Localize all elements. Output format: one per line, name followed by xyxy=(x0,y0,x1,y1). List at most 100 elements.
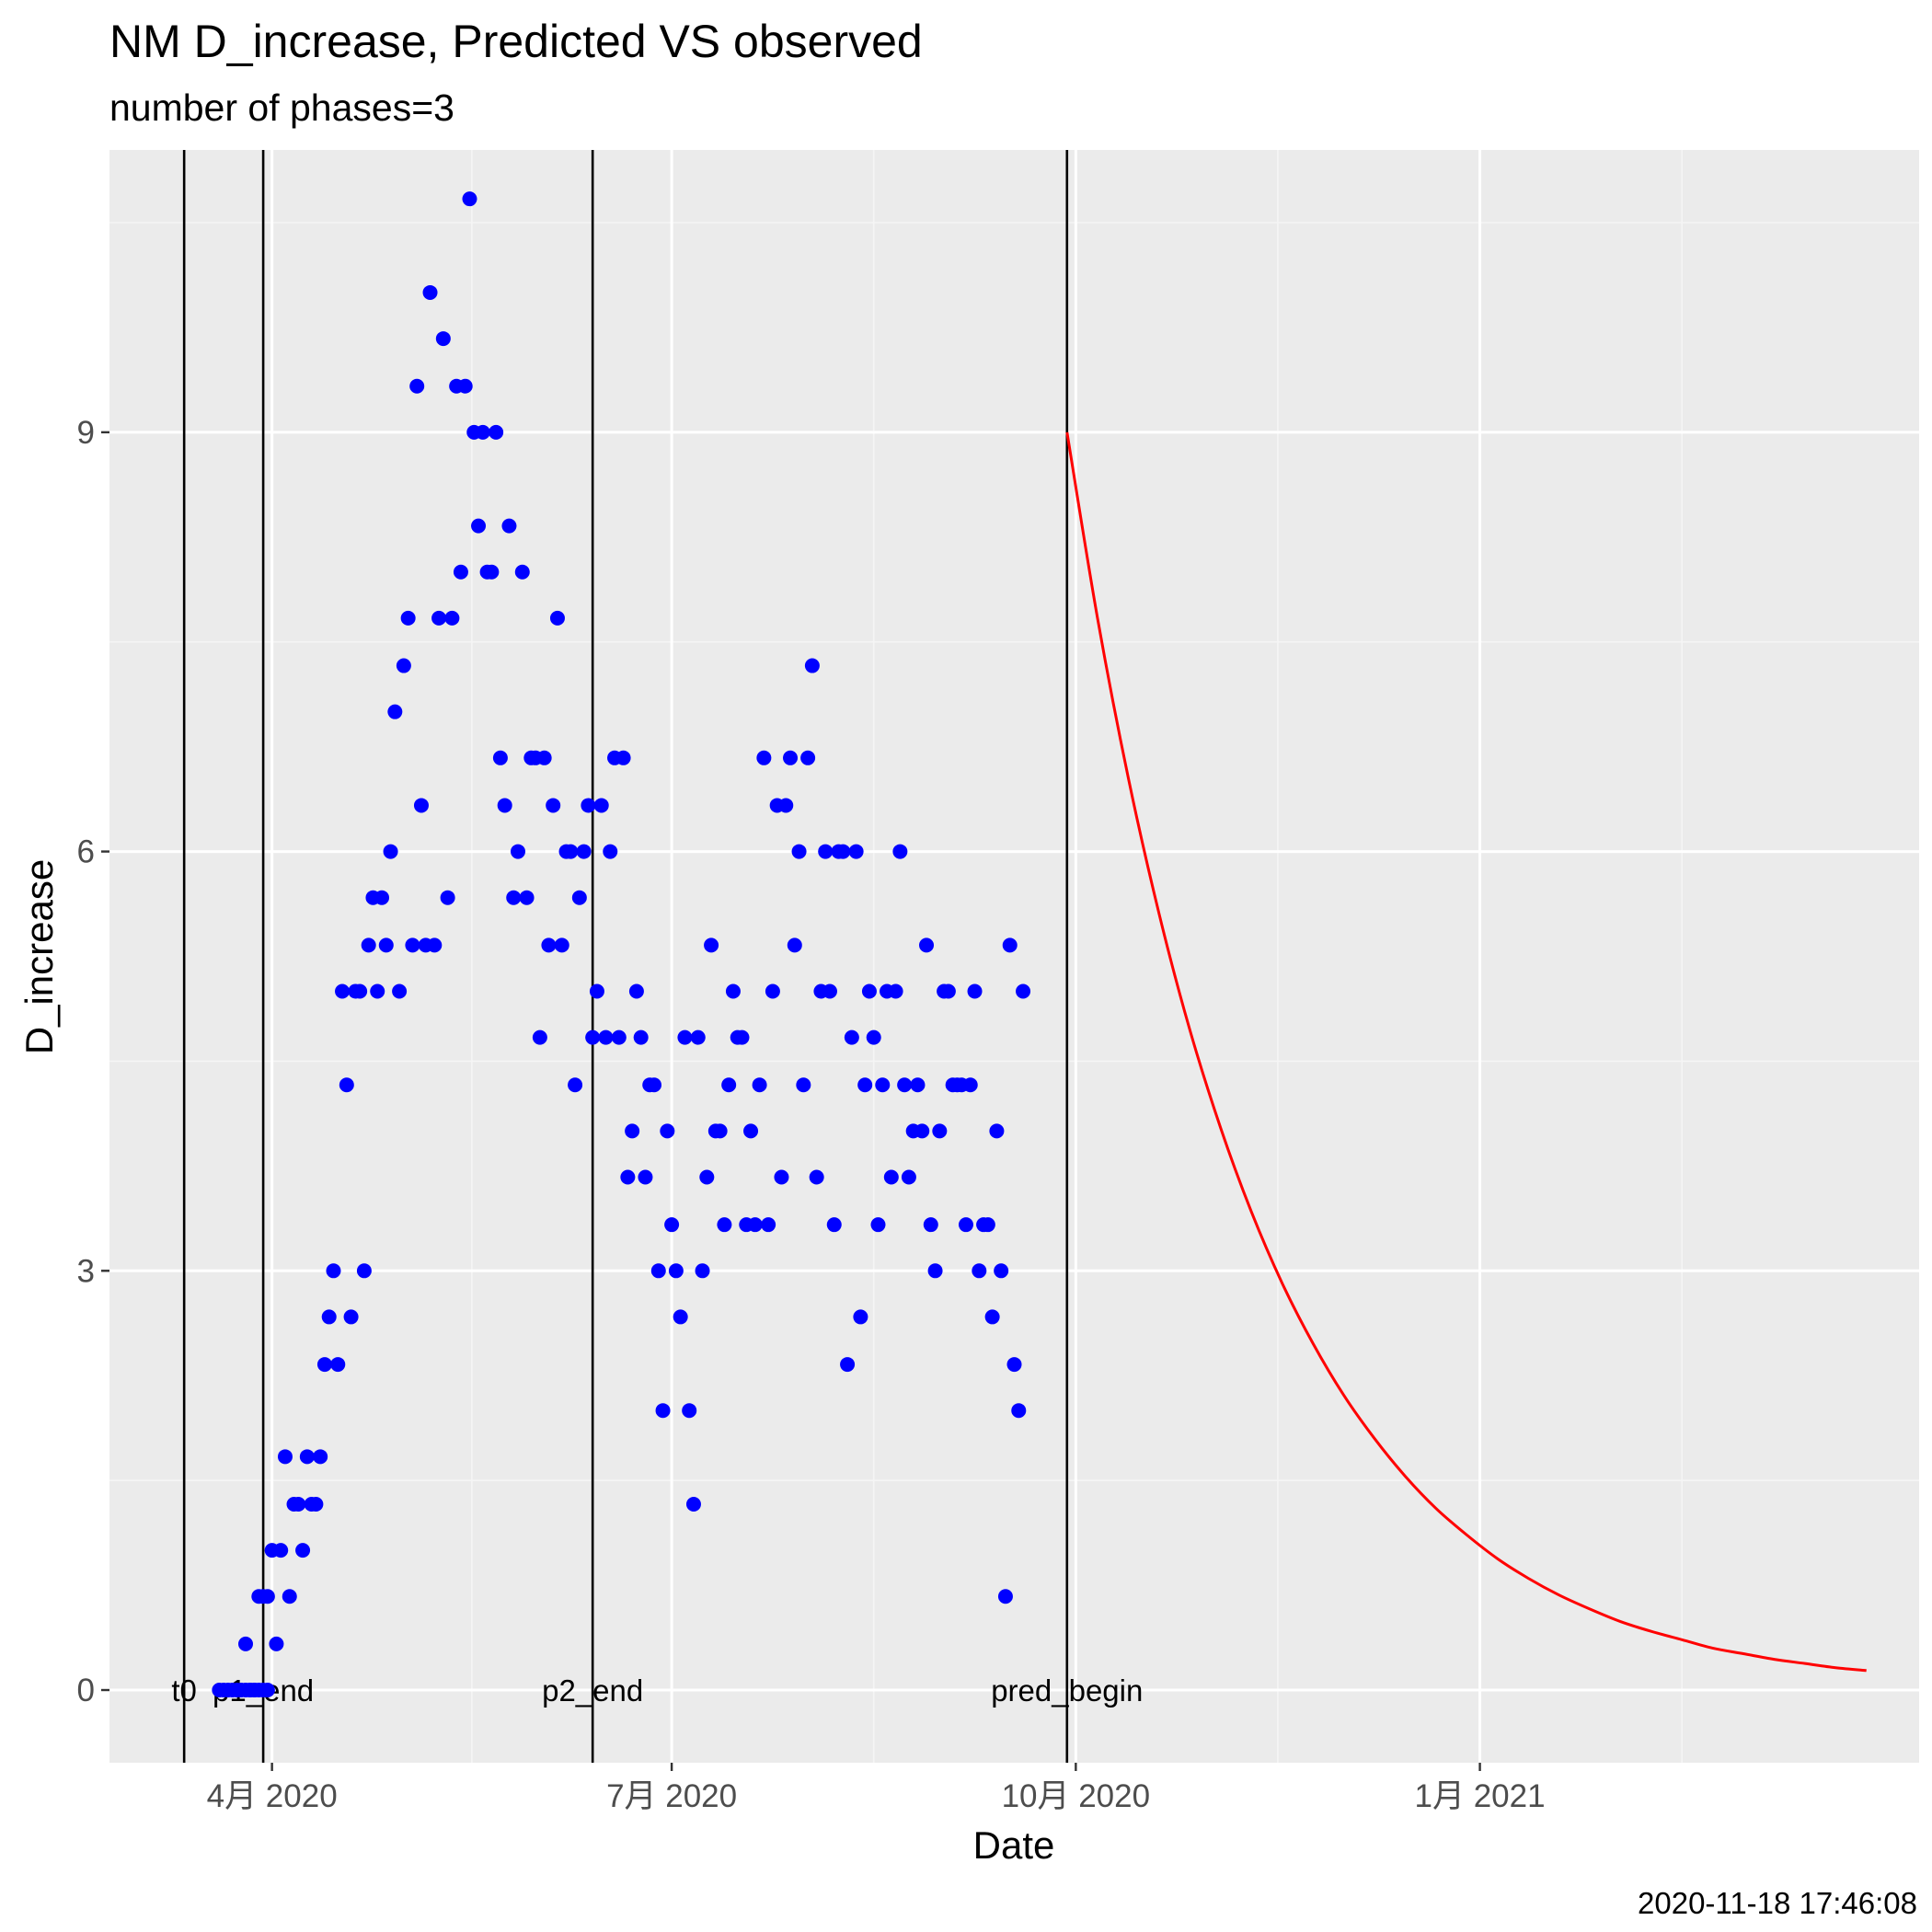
data-point xyxy=(413,798,429,813)
data-point xyxy=(598,1029,614,1045)
data-point xyxy=(783,750,799,765)
data-point xyxy=(339,1077,354,1093)
data-point xyxy=(818,844,834,859)
data-point xyxy=(514,564,530,580)
x-tick-label: 4月 2020 xyxy=(207,1778,338,1814)
data-point xyxy=(682,1403,697,1419)
data-point xyxy=(870,1217,886,1233)
x-axis-title: Date xyxy=(973,1823,1055,1867)
data-point xyxy=(308,1496,324,1512)
data-point xyxy=(536,750,552,765)
vline-label-pred_begin: pred_begin xyxy=(991,1673,1143,1708)
data-point xyxy=(444,610,460,626)
data-point xyxy=(593,798,609,813)
y-tick-label: 6 xyxy=(77,834,95,870)
data-point xyxy=(809,1169,824,1185)
data-point xyxy=(695,1263,710,1279)
data-point xyxy=(462,191,477,207)
data-point xyxy=(997,1589,1013,1604)
prediction-line xyxy=(1065,431,1867,1673)
data-point xyxy=(259,1683,275,1698)
data-point xyxy=(291,1496,306,1512)
data-point xyxy=(435,331,451,347)
data-point xyxy=(282,1589,297,1604)
data-point xyxy=(919,937,935,953)
data-point xyxy=(568,1077,583,1093)
data-point xyxy=(427,937,443,953)
data-point xyxy=(611,1029,627,1045)
data-point xyxy=(396,658,411,673)
data-point xyxy=(984,1309,1000,1325)
data-point xyxy=(501,518,517,534)
data-point xyxy=(787,937,802,953)
data-point xyxy=(853,1309,868,1325)
data-point xyxy=(422,284,438,300)
data-point xyxy=(923,1217,938,1233)
data-point xyxy=(717,1217,732,1233)
data-point xyxy=(910,1077,926,1093)
data-point xyxy=(361,937,376,953)
data-point xyxy=(638,1169,653,1185)
data-point xyxy=(576,844,592,859)
data-point xyxy=(471,518,487,534)
data-point xyxy=(378,937,394,953)
data-point xyxy=(497,798,512,813)
data-point xyxy=(875,1077,891,1093)
y-axis: 0 3 6 9 xyxy=(77,415,109,1708)
caption: 2020-11-18 17:46:08 xyxy=(1638,1886,1917,1920)
x-tick-label: 7月 2020 xyxy=(606,1778,737,1814)
data-point xyxy=(883,1169,899,1185)
data-point xyxy=(958,1217,973,1233)
data-point xyxy=(840,1357,856,1373)
data-point xyxy=(826,1217,842,1233)
data-point xyxy=(927,1263,943,1279)
grid-minor xyxy=(109,150,1919,1763)
data-point xyxy=(668,1263,684,1279)
observed-points-layer xyxy=(212,191,1031,1698)
data-point xyxy=(747,1217,763,1233)
data-point xyxy=(603,844,618,859)
data-point xyxy=(299,1449,315,1465)
data-point xyxy=(383,844,398,859)
data-point xyxy=(343,1309,359,1325)
data-point xyxy=(316,1357,332,1373)
data-point xyxy=(409,378,425,394)
data-point xyxy=(511,844,526,859)
data-point xyxy=(901,1169,916,1185)
data-point xyxy=(822,983,837,999)
data-point xyxy=(295,1543,311,1558)
data-point xyxy=(673,1309,688,1325)
data-point xyxy=(962,1077,978,1093)
data-point xyxy=(1002,937,1018,953)
data-point xyxy=(431,610,447,626)
data-point xyxy=(546,798,561,813)
data-point xyxy=(1016,983,1031,999)
data-point xyxy=(712,1123,728,1139)
data-point xyxy=(967,983,983,999)
data-point xyxy=(475,424,490,440)
data-point xyxy=(866,1029,881,1045)
data-point xyxy=(861,983,877,999)
data-point xyxy=(721,1077,737,1093)
data-point xyxy=(774,1169,789,1185)
data-point xyxy=(571,890,587,905)
data-point xyxy=(541,937,557,953)
data-point xyxy=(796,1077,811,1093)
data-point xyxy=(489,424,504,440)
data-point xyxy=(269,1636,284,1651)
data-point xyxy=(374,890,390,905)
data-point xyxy=(554,937,569,953)
data-point xyxy=(664,1217,680,1233)
data-point xyxy=(804,658,820,673)
data-point xyxy=(330,1357,346,1373)
data-point xyxy=(1011,1403,1027,1419)
data-point xyxy=(932,1123,948,1139)
data-point xyxy=(690,1029,706,1045)
data-point xyxy=(247,1683,262,1698)
data-point xyxy=(699,1169,715,1185)
data-point xyxy=(581,798,596,813)
data-point xyxy=(532,1029,547,1045)
data-point xyxy=(321,1309,337,1325)
x-tick-label: 10月 2020 xyxy=(1002,1778,1151,1814)
